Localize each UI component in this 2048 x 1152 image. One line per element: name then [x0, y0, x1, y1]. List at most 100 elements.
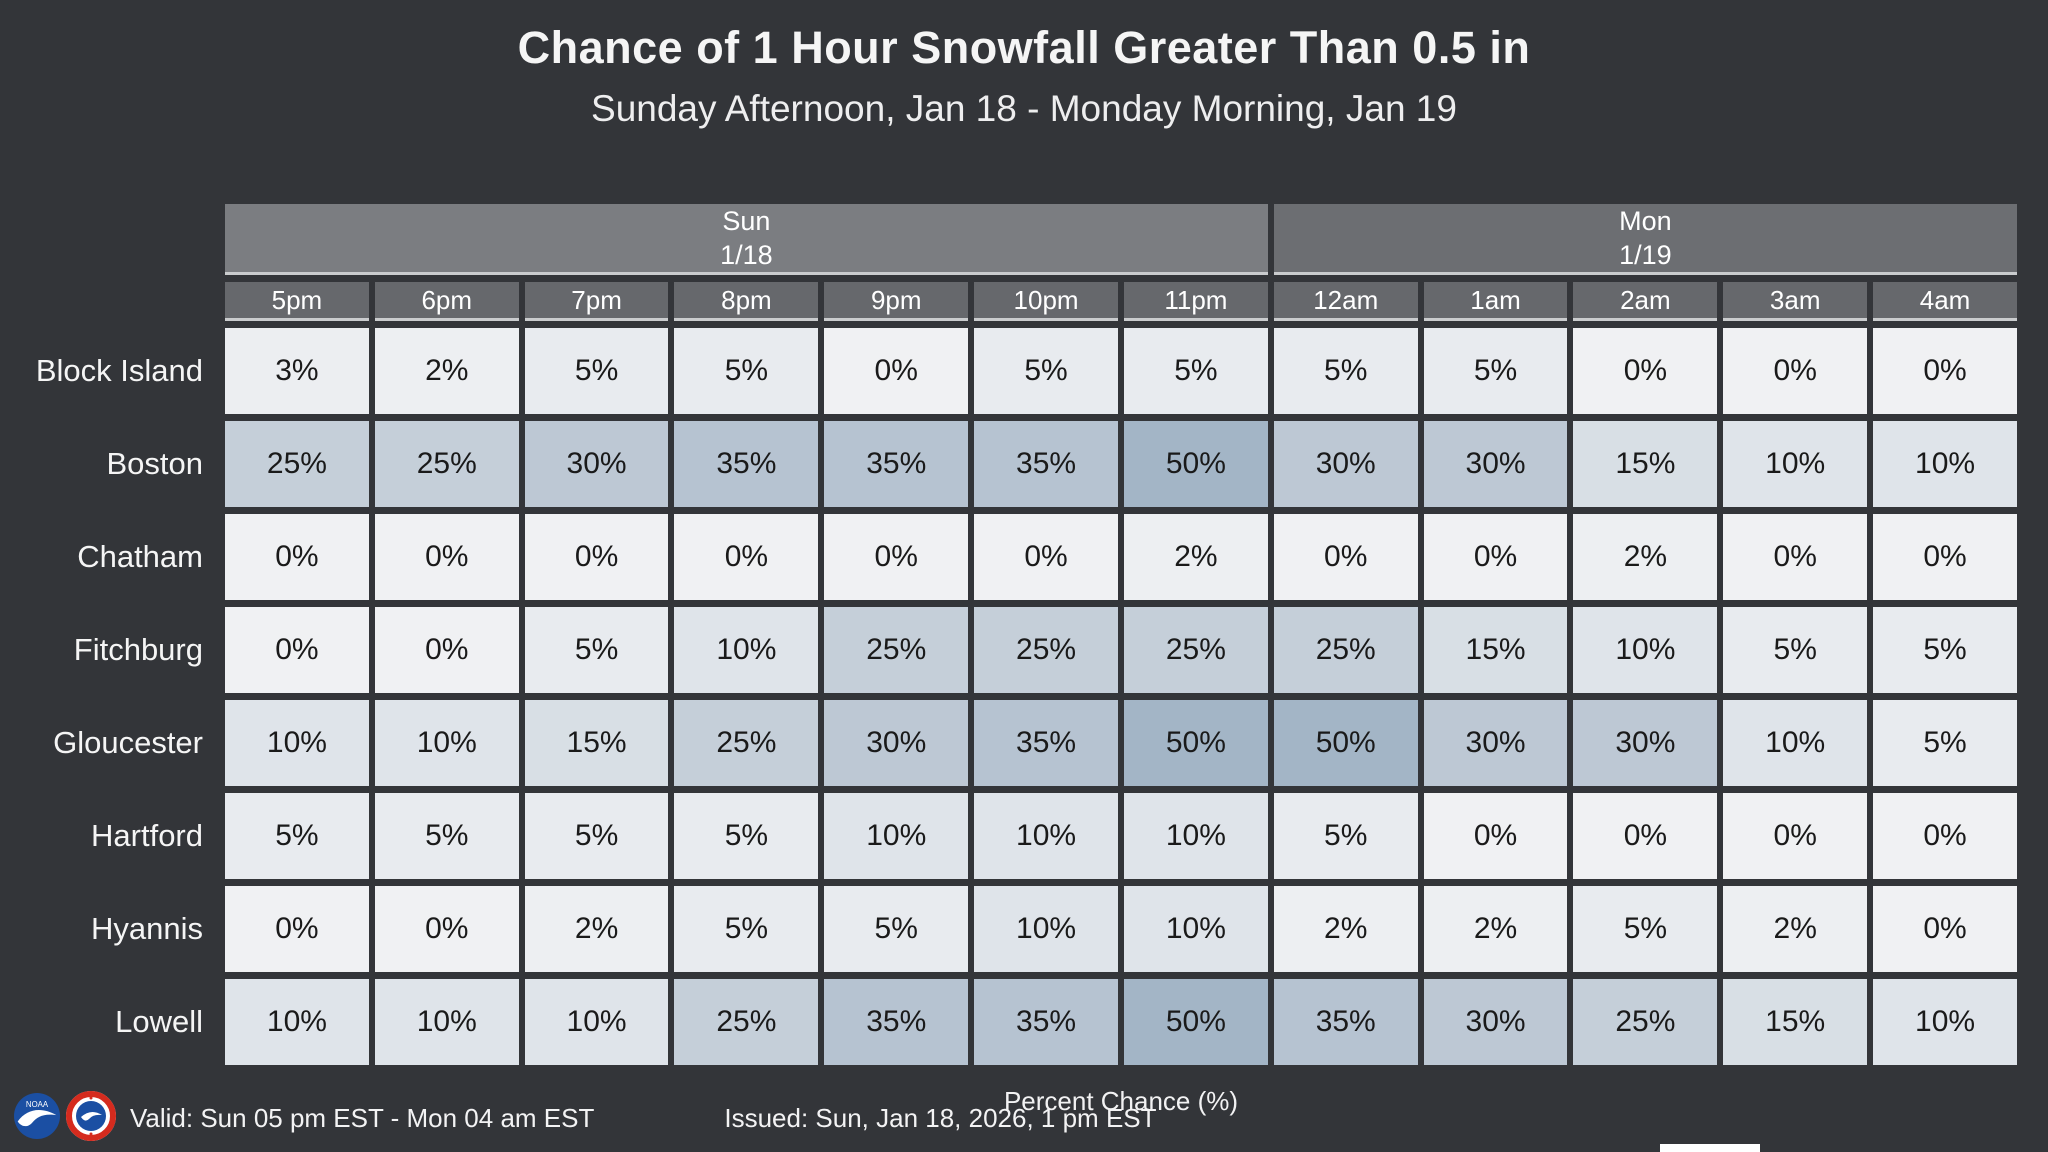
row-label-hartford: Hartford: [91, 818, 203, 853]
value-cell-block-island-11pm: 5%: [1123, 328, 1268, 414]
value-cell-lowell-1am: 30%: [1423, 979, 1568, 1065]
time-header-3am: 3am: [1723, 282, 1868, 321]
value-cell-gloucester-8pm: 25%: [674, 700, 819, 786]
value-cell-fitchburg-3am: 5%: [1723, 607, 1868, 693]
row-label-block-island: Block Island: [35, 353, 203, 388]
value-cell-gloucester-10pm: 35%: [974, 700, 1118, 786]
time-header-5pm: 5pm: [225, 282, 369, 321]
value-cell-gloucester-6pm: 10%: [374, 700, 519, 786]
day-group-header-sun: Sun 1/18: [225, 204, 1268, 275]
footer-bar: NOAA Valid: Sun 05 pm EST - Mon 04 am ES…: [14, 1090, 1157, 1146]
value-cell-block-island-3am: 0%: [1723, 328, 1868, 414]
time-header-9pm: 9pm: [824, 282, 969, 321]
value-cell-hyannis-6pm: 0%: [374, 886, 519, 972]
value-cell-chatham-6pm: 0%: [374, 514, 519, 600]
value-cell-hyannis-1am: 2%: [1423, 886, 1568, 972]
value-cell-block-island-6pm: 2%: [374, 328, 519, 414]
value-cell-fitchburg-12am: 25%: [1273, 607, 1418, 693]
row-label-lowell: Lowell: [115, 1004, 203, 1039]
value-cell-boston-2am: 15%: [1573, 421, 1718, 507]
value-cell-boston-12am: 30%: [1273, 421, 1418, 507]
row-label-gloucester: Gloucester: [53, 725, 203, 760]
table-row: Chatham 0% 0% 0% 0% 0% 0% 2% 0% 0% 2% 0% 0%: [0, 514, 2017, 600]
row-label-boston: Boston: [106, 446, 203, 481]
table-row: Hyannis 0% 0% 2% 5% 5% 10% 10% 2% 2% 5% 2% 0%: [0, 886, 2017, 972]
value-cell-block-island-5pm: 3%: [225, 328, 369, 414]
value-cell-fitchburg-7pm: 5%: [524, 607, 669, 693]
value-cell-block-island-9pm: 0%: [824, 328, 969, 414]
value-cell-fitchburg-2am: 10%: [1573, 607, 1718, 693]
value-cell-fitchburg-11pm: 25%: [1123, 607, 1268, 693]
time-header-7pm: 7pm: [524, 282, 669, 321]
value-cell-hyannis-5pm: 0%: [225, 886, 369, 972]
time-header-1am: 1am: [1423, 282, 1568, 321]
value-cell-fitchburg-5pm: 0%: [225, 607, 369, 693]
valid-text: Valid: Sun 05 pm EST - Mon 04 am EST: [130, 1102, 595, 1133]
value-cell-hartford-5pm: 5%: [225, 793, 369, 879]
value-cell-hartford-7pm: 5%: [524, 793, 669, 879]
value-cell-hyannis-4am: 0%: [1873, 886, 2017, 972]
time-header-4am: 4am: [1873, 282, 2017, 321]
value-cell-boston-3am: 10%: [1723, 421, 1868, 507]
value-cell-gloucester-5pm: 10%: [225, 700, 369, 786]
time-header-8pm: 8pm: [674, 282, 819, 321]
value-cell-chatham-2am: 2%: [1573, 514, 1718, 600]
nws-logo-icon: [66, 1090, 116, 1146]
value-cell-hartford-6pm: 5%: [374, 793, 519, 879]
value-cell-fitchburg-1am: 15%: [1423, 607, 1568, 693]
value-cell-chatham-4am: 0%: [1873, 514, 2017, 600]
corner-spacer: [0, 204, 219, 275]
row-label-fitchburg: Fitchburg: [73, 632, 203, 667]
value-cell-hartford-4am: 0%: [1873, 793, 2017, 879]
value-cell-lowell-6pm: 10%: [374, 979, 519, 1065]
value-cell-block-island-10pm: 5%: [974, 328, 1118, 414]
page-subtitle: Sunday Afternoon, Jan 18 - Monday Mornin…: [591, 88, 1457, 129]
value-cell-hartford-1am: 0%: [1423, 793, 1568, 879]
value-cell-chatham-12am: 0%: [1273, 514, 1418, 600]
noaa-logo-icon: NOAA: [14, 1092, 60, 1144]
value-cell-gloucester-4am: 5%: [1873, 700, 2017, 786]
value-cell-chatham-9pm: 0%: [824, 514, 969, 600]
value-cell-lowell-12am: 35%: [1273, 979, 1418, 1065]
value-cell-gloucester-1am: 30%: [1423, 700, 1568, 786]
value-cell-hartford-3am: 0%: [1723, 793, 1868, 879]
value-cell-chatham-8pm: 0%: [674, 514, 819, 600]
value-cell-gloucester-9pm: 30%: [824, 700, 969, 786]
time-header-10pm: 10pm: [974, 282, 1118, 321]
value-cell-fitchburg-4am: 5%: [1873, 607, 2017, 693]
time-header-11pm: 11pm: [1123, 282, 1268, 321]
value-cell-block-island-4am: 0%: [1873, 328, 2017, 414]
table-row: Gloucester 10% 10% 15% 25% 30% 35% 50% 50% 30% 30%…: [0, 700, 2017, 786]
value-cell-hartford-8pm: 5%: [674, 793, 819, 879]
value-cell-block-island-8pm: 5%: [674, 328, 819, 414]
value-cell-boston-1am: 30%: [1423, 421, 1568, 507]
table-row: Boston 25% 25% 30% 35% 35% 35% 50% 30% 30% 15% 10% 1…: [0, 421, 2017, 507]
value-cell-chatham-1am: 0%: [1423, 514, 1568, 600]
value-cell-lowell-11pm: 50%: [1123, 979, 1268, 1065]
value-cell-chatham-7pm: 0%: [524, 514, 669, 600]
time-header-6pm: 6pm: [374, 282, 519, 321]
time-header-2am: 2am: [1573, 282, 1718, 321]
value-cell-boston-9pm: 35%: [824, 421, 969, 507]
value-cell-gloucester-12am: 50%: [1273, 700, 1418, 786]
value-cell-fitchburg-9pm: 25%: [824, 607, 969, 693]
value-cell-lowell-3am: 15%: [1723, 979, 1868, 1065]
value-cell-hyannis-7pm: 2%: [524, 886, 669, 972]
value-cell-chatham-3am: 0%: [1723, 514, 1868, 600]
value-cell-chatham-10pm: 0%: [974, 514, 1118, 600]
value-cell-gloucester-3am: 10%: [1723, 700, 1868, 786]
value-cell-gloucester-11pm: 50%: [1123, 700, 1268, 786]
value-cell-lowell-2am: 25%: [1573, 979, 1718, 1065]
value-cell-hyannis-8pm: 5%: [674, 886, 819, 972]
legend-label: Percent Chance (%): [1003, 1086, 1239, 1116]
value-cell-fitchburg-6pm: 0%: [374, 607, 519, 693]
value-cell-block-island-12am: 5%: [1273, 328, 1418, 414]
value-cell-hartford-2am: 0%: [1573, 793, 1718, 879]
corner-spacer: [0, 282, 219, 321]
value-cell-hyannis-11pm: 10%: [1123, 886, 1268, 972]
value-cell-block-island-7pm: 5%: [524, 328, 669, 414]
value-cell-boston-8pm: 35%: [674, 421, 819, 507]
value-cell-boston-6pm: 25%: [374, 421, 519, 507]
value-cell-hyannis-9pm: 5%: [824, 886, 969, 972]
value-cell-fitchburg-8pm: 10%: [674, 607, 819, 693]
